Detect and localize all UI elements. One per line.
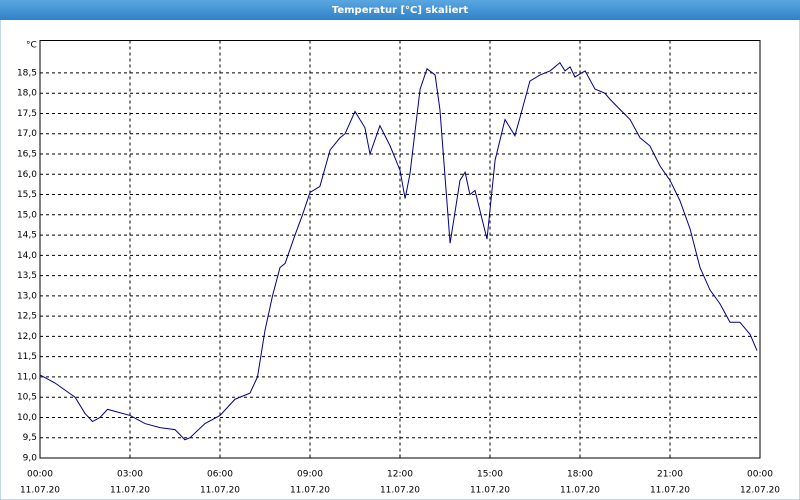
y-tick-label: 14,0: [17, 251, 37, 261]
y-tick-label: 12,5: [17, 312, 37, 322]
x-tick-label: 18:00: [567, 470, 593, 480]
x-tick-date: 11.07.20: [380, 486, 420, 496]
x-tick-date: 11.07.20: [650, 486, 690, 496]
y-tick-label: 13,0: [17, 291, 37, 301]
x-tick-label: 00:00: [27, 470, 53, 480]
x-tick-label: 21:00: [657, 470, 683, 480]
y-tick-label: 9,0: [23, 454, 38, 464]
y-unit: °C: [26, 41, 37, 51]
y-tick-label: 13,5: [17, 271, 37, 281]
y-tick-label: 10,0: [17, 413, 37, 423]
x-tick-label: 03:00: [117, 470, 143, 480]
y-tick-label: 15,5: [17, 190, 37, 200]
x-tick-date: 11.07.20: [200, 486, 240, 496]
x-tick-label: 09:00: [297, 470, 323, 480]
y-tick-label: 18,0: [17, 89, 37, 99]
x-tick-label: 00:00: [747, 470, 773, 480]
plot-frame: [39, 40, 761, 459]
title-bar: [0, 0, 800, 20]
y-tick-label: 15,0: [17, 210, 37, 220]
y-tick-label: 9,5: [23, 433, 37, 443]
y-tick-label: 16,0: [17, 170, 37, 180]
y-tick-label: 14,5: [17, 231, 37, 241]
y-tick-label: 16,5: [17, 149, 37, 159]
x-tick-label: 12:00: [387, 470, 413, 480]
y-tick-label: 17,5: [17, 109, 37, 119]
y-tick-label: 10,5: [17, 393, 37, 403]
y-tick-label: 17,0: [17, 129, 37, 139]
y-tick-label: 11,0: [17, 372, 37, 382]
x-tick-date: 11.07.20: [20, 486, 60, 496]
x-tick-date: 12.07.20: [740, 486, 780, 496]
x-tick-label: 06:00: [207, 470, 233, 480]
x-tick-date: 11.07.20: [470, 486, 510, 496]
temperature-line: [39, 62, 758, 441]
x-tick-label: 15:00: [477, 470, 503, 480]
x-tick-date: 11.07.20: [290, 486, 330, 496]
y-tick-label: 12,0: [17, 332, 37, 342]
y-tick-label: 11,5: [17, 352, 37, 362]
x-tick-date: 11.07.20: [560, 486, 600, 496]
chart-title: Temperatur [°C] skaliert: [332, 5, 469, 16]
x-tick-date: 11.07.20: [110, 486, 150, 496]
y-tick-label: 18,5: [17, 68, 37, 78]
